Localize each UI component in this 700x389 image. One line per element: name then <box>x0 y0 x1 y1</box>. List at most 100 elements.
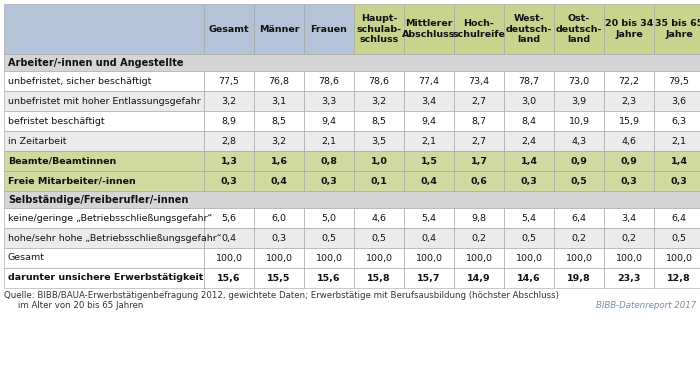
Text: 15,5: 15,5 <box>267 273 290 282</box>
Bar <box>204 151 254 171</box>
Bar <box>4 208 204 228</box>
Bar <box>654 171 700 191</box>
Text: Männer: Männer <box>259 25 300 33</box>
Text: 2,7: 2,7 <box>472 137 486 145</box>
Bar <box>654 4 700 54</box>
Bar <box>454 228 504 248</box>
Bar <box>454 71 504 91</box>
Bar <box>604 4 654 54</box>
Text: 73,4: 73,4 <box>468 77 489 86</box>
Bar <box>604 268 654 288</box>
Text: 15,6: 15,6 <box>217 273 241 282</box>
Text: 6,4: 6,4 <box>671 214 687 223</box>
Bar <box>404 151 454 171</box>
Text: 0,9: 0,9 <box>621 156 638 165</box>
Bar <box>254 4 304 54</box>
Text: 0,3: 0,3 <box>272 233 286 242</box>
Bar <box>404 268 454 288</box>
Text: 9,4: 9,4 <box>321 116 337 126</box>
Bar <box>304 131 354 151</box>
Bar <box>254 248 304 268</box>
Bar <box>404 208 454 228</box>
Bar <box>4 111 204 131</box>
Text: 0,4: 0,4 <box>221 233 237 242</box>
Bar <box>454 171 504 191</box>
Text: unbefristet, sicher beschäftigt: unbefristet, sicher beschäftigt <box>8 77 151 86</box>
Bar <box>554 268 604 288</box>
Bar <box>354 268 404 288</box>
Bar <box>4 91 204 111</box>
Bar <box>4 191 700 208</box>
Text: 20 bis 34
Jahre: 20 bis 34 Jahre <box>605 19 653 39</box>
Bar <box>504 111 554 131</box>
Bar <box>354 4 404 54</box>
Bar <box>554 228 604 248</box>
Text: 0,8: 0,8 <box>321 156 337 165</box>
Text: 8,9: 8,9 <box>221 116 237 126</box>
Bar <box>654 91 700 111</box>
Text: 100,0: 100,0 <box>216 254 242 263</box>
Bar <box>454 4 504 54</box>
Text: 100,0: 100,0 <box>566 254 592 263</box>
Text: Hoch-
schulreife: Hoch- schulreife <box>453 19 505 39</box>
Bar <box>604 248 654 268</box>
Text: Selbständige/Freiberufler/-innen: Selbständige/Freiberufler/-innen <box>8 194 188 205</box>
Bar <box>354 208 404 228</box>
Text: 9,4: 9,4 <box>421 116 437 126</box>
Bar <box>654 268 700 288</box>
Text: Ost-
deutsch-
land: Ost- deutsch- land <box>556 14 602 44</box>
Bar <box>304 228 354 248</box>
Text: 6,3: 6,3 <box>671 116 687 126</box>
Bar <box>204 71 254 91</box>
Text: 0,5: 0,5 <box>671 233 687 242</box>
Bar <box>304 208 354 228</box>
Text: keine/geringe „Betriebsschließungsgefahr“: keine/geringe „Betriebsschließungsgefahr… <box>8 214 212 223</box>
Text: 0,2: 0,2 <box>622 233 636 242</box>
Bar <box>254 171 304 191</box>
Text: 5,4: 5,4 <box>522 214 536 223</box>
Text: 3,0: 3,0 <box>522 96 537 105</box>
Text: 9,8: 9,8 <box>472 214 486 223</box>
Bar <box>454 91 504 111</box>
Text: 4,6: 4,6 <box>622 137 636 145</box>
Bar <box>404 91 454 111</box>
Text: 2,7: 2,7 <box>472 96 486 105</box>
Text: 3,2: 3,2 <box>221 96 237 105</box>
Bar <box>304 71 354 91</box>
Bar <box>404 171 454 191</box>
Text: 1,0: 1,0 <box>370 156 387 165</box>
Text: in Zeitarbeit: in Zeitarbeit <box>8 137 66 145</box>
Bar <box>354 171 404 191</box>
Bar <box>254 208 304 228</box>
Text: Haupt-
schulab-
schluss: Haupt- schulab- schluss <box>356 14 402 44</box>
Bar <box>504 268 554 288</box>
Text: 0,3: 0,3 <box>220 177 237 186</box>
Bar <box>654 151 700 171</box>
Text: 3,1: 3,1 <box>272 96 286 105</box>
Text: 5,0: 5,0 <box>321 214 337 223</box>
Text: 1,4: 1,4 <box>671 156 687 165</box>
Text: 72,2: 72,2 <box>619 77 640 86</box>
Bar <box>304 151 354 171</box>
Bar <box>654 111 700 131</box>
Text: 77,4: 77,4 <box>419 77 440 86</box>
Bar <box>454 268 504 288</box>
Bar <box>604 208 654 228</box>
Text: 4,6: 4,6 <box>372 214 386 223</box>
Bar <box>4 171 204 191</box>
Bar <box>304 248 354 268</box>
Text: 1,7: 1,7 <box>470 156 487 165</box>
Text: 23,3: 23,3 <box>617 273 640 282</box>
Bar <box>654 208 700 228</box>
Text: 100,0: 100,0 <box>466 254 493 263</box>
Bar <box>354 91 404 111</box>
Bar <box>504 171 554 191</box>
Text: 3,6: 3,6 <box>671 96 687 105</box>
Bar <box>404 228 454 248</box>
Bar <box>604 151 654 171</box>
Text: 76,8: 76,8 <box>269 77 290 86</box>
Text: 10,9: 10,9 <box>568 116 589 126</box>
Text: 0,5: 0,5 <box>570 177 587 186</box>
Text: 0,6: 0,6 <box>470 177 487 186</box>
Bar <box>404 4 454 54</box>
